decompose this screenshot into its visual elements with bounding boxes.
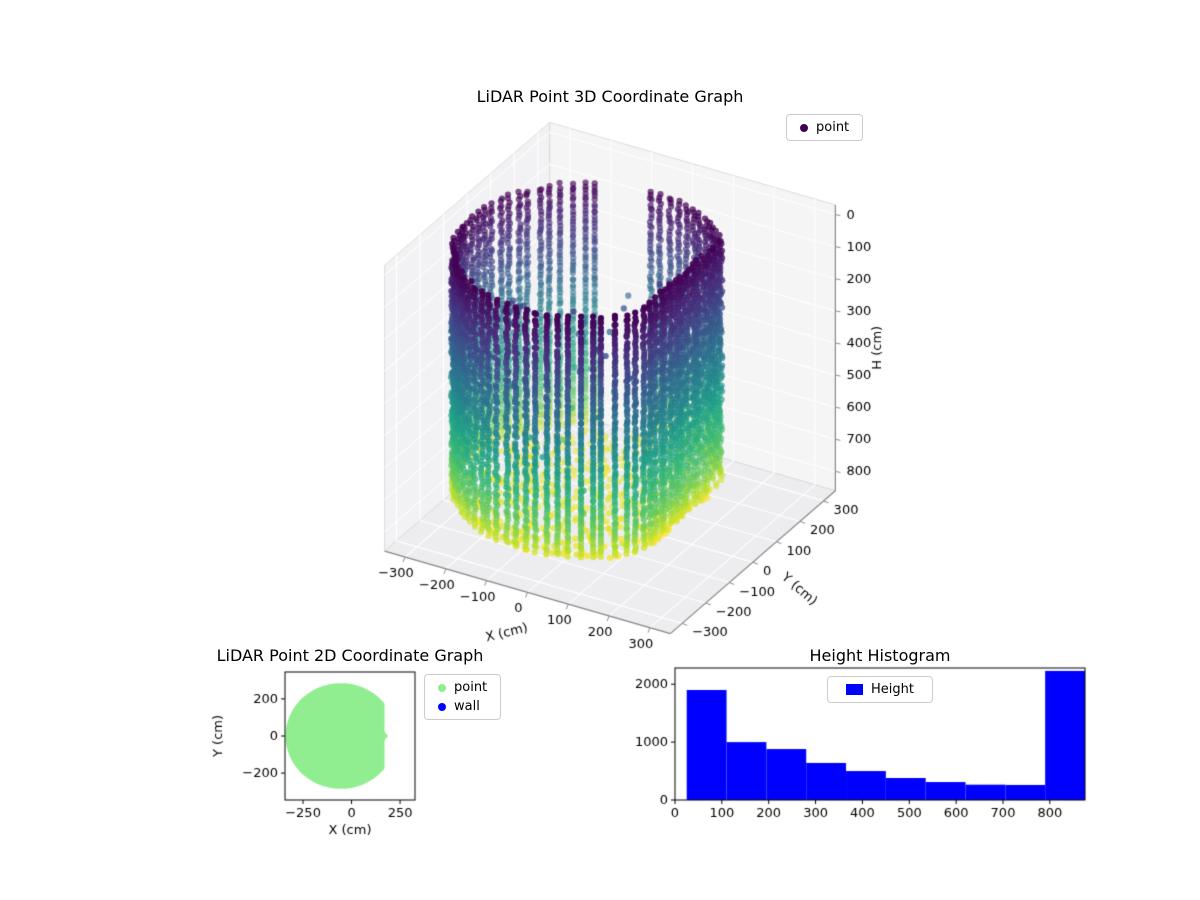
plot3d-canvas <box>290 100 930 680</box>
plot2d-title: LiDAR Point 2D Coordinate Graph <box>216 646 484 665</box>
legend-item-wall: wall <box>438 699 487 714</box>
histogram-legend: Height <box>827 676 933 703</box>
plot3d-title: LiDAR Point 3D Coordinate Graph <box>476 87 744 106</box>
legend-label-wall: wall <box>454 699 480 714</box>
legend-label-point: point <box>454 680 488 695</box>
plot3d-legend: point <box>786 114 864 141</box>
point-marker-icon <box>438 683 446 692</box>
legend-item-height: Height <box>846 682 914 697</box>
height-patch-icon <box>846 684 863 695</box>
point-marker-icon <box>800 123 808 132</box>
legend-label-point: point <box>816 120 850 135</box>
legend-item-point: point <box>438 680 487 695</box>
histogram-title: Height Histogram <box>809 646 951 665</box>
wall-marker-icon <box>438 702 446 711</box>
plot2d-canvas <box>205 655 445 855</box>
plot2d-legend: point wall <box>424 674 502 720</box>
legend-item-point: point <box>800 120 849 135</box>
legend-label-height: Height <box>871 682 914 697</box>
